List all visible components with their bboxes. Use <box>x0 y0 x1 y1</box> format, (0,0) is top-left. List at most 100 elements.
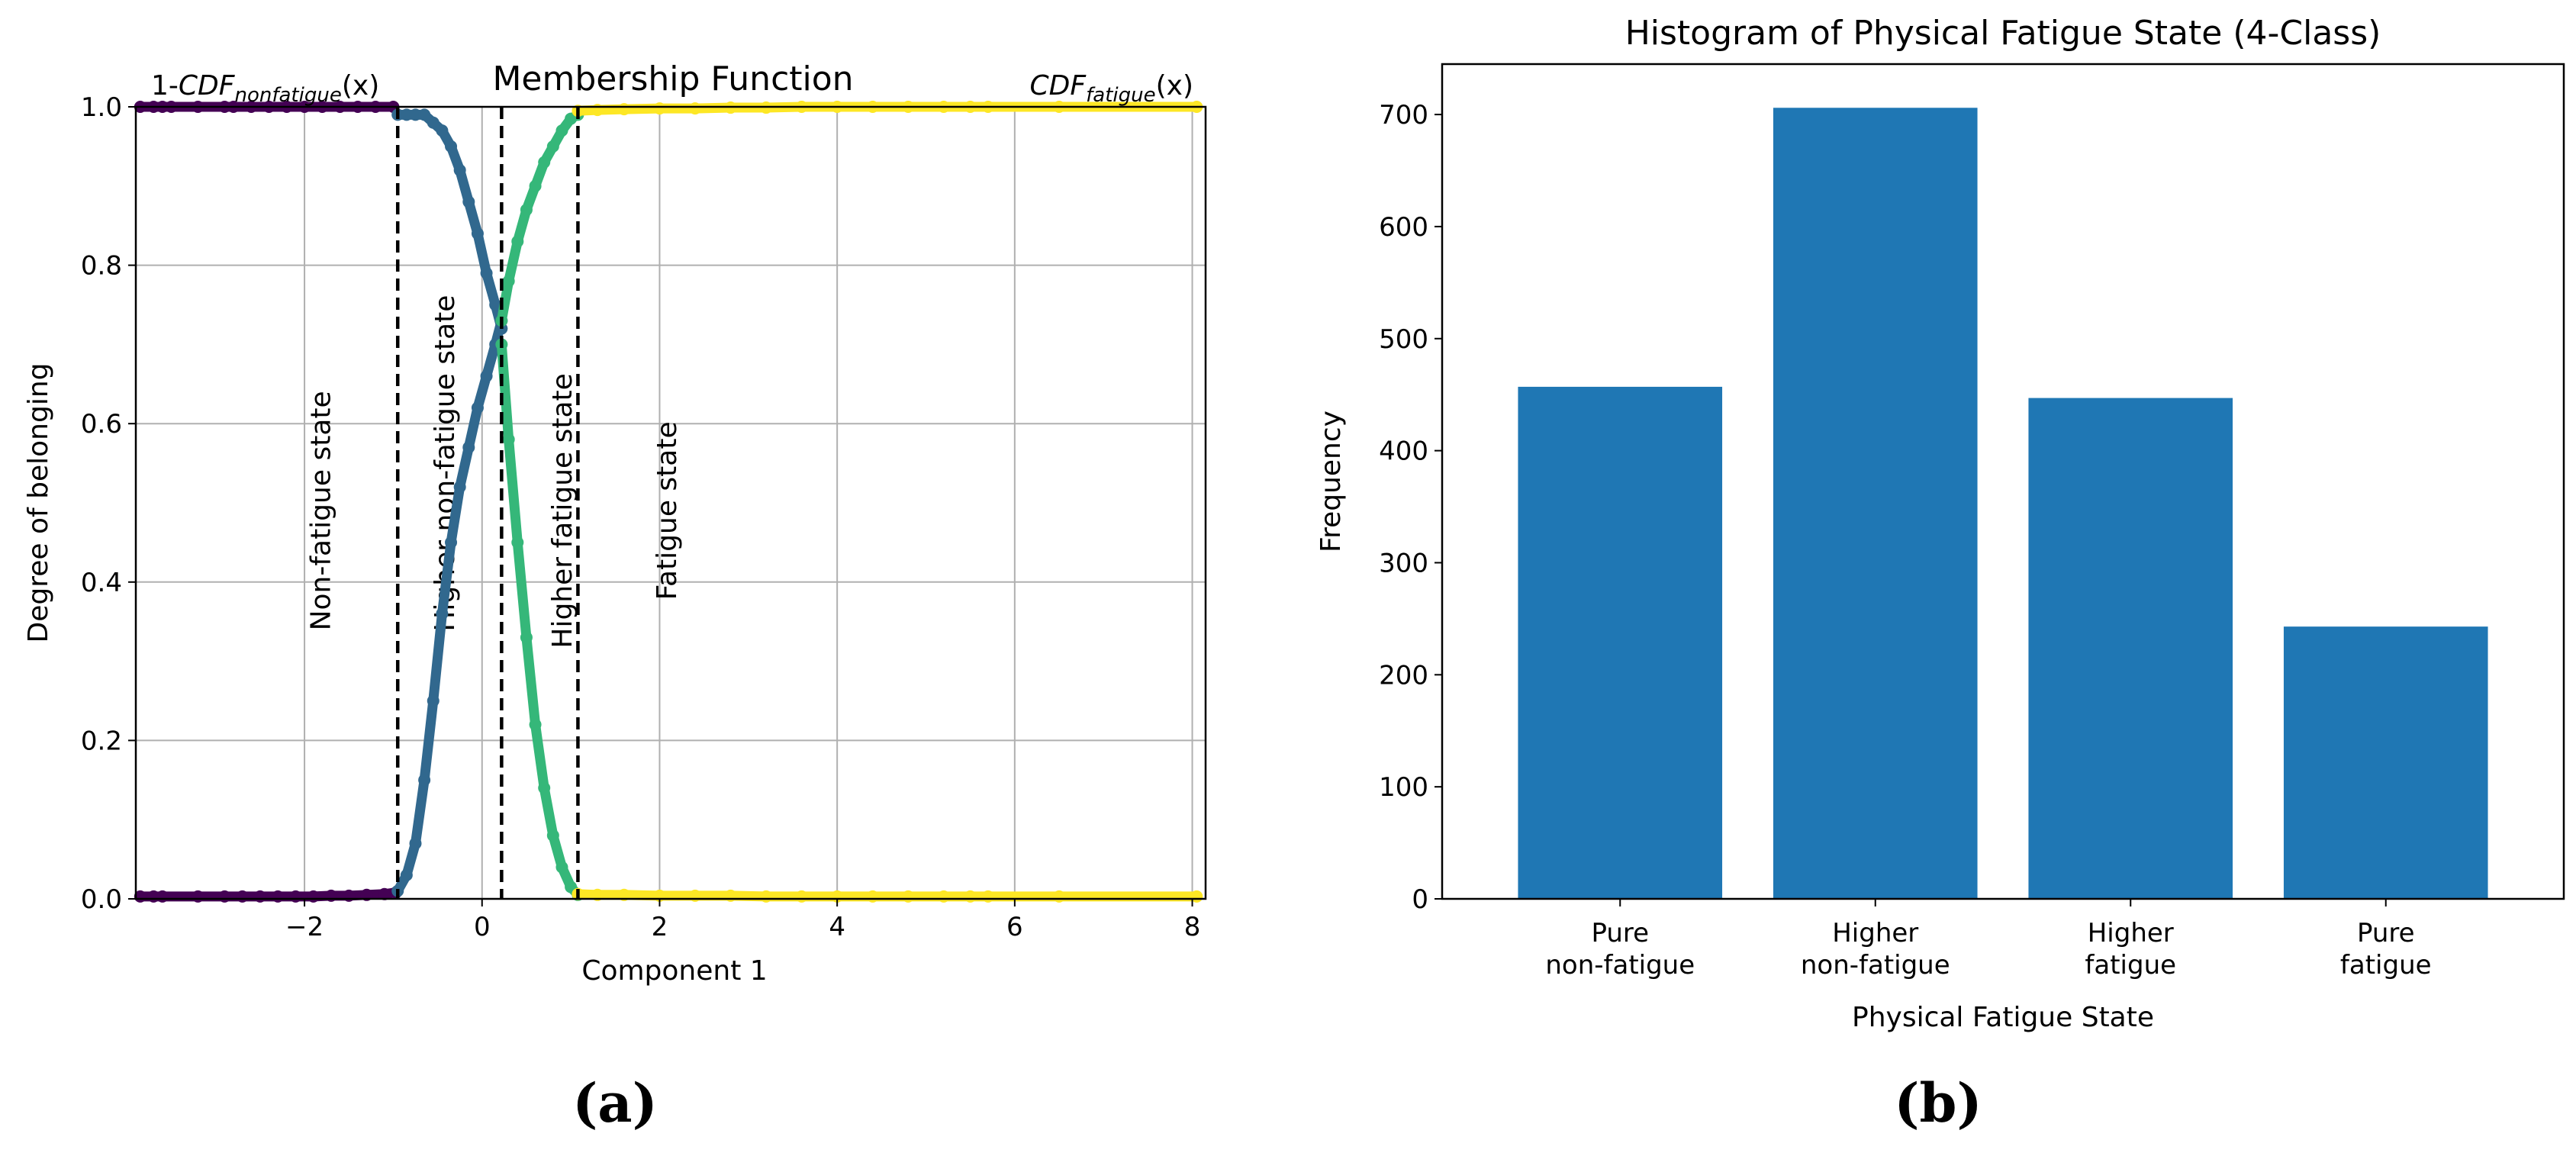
data-point <box>445 536 458 549</box>
y-tick-label: 600 <box>1379 212 1428 243</box>
data-point <box>462 195 475 208</box>
membership-y-label: Degree of belonging <box>23 363 54 643</box>
data-point <box>591 104 604 117</box>
data-point <box>981 890 994 903</box>
histogram-y-ticks: 0 100 200 300 400 500 600 700 <box>1379 100 1442 915</box>
data-point <box>409 108 422 121</box>
membership-y-ticks: 0.0 0.2 0.4 0.6 0.8 1.0 <box>81 92 136 915</box>
x-tick-label: 6 <box>1006 912 1023 942</box>
data-point <box>400 868 413 881</box>
data-point <box>724 889 737 902</box>
y-tick-label: 700 <box>1379 100 1428 130</box>
panel-label-a: (a) <box>572 1071 658 1135</box>
data-point <box>964 890 977 903</box>
category-label: Higher non-fatigue <box>1801 918 1950 981</box>
category-label: Higher fatigue <box>2085 918 2176 981</box>
data-point <box>192 890 204 903</box>
region-label: Higher fatigue state <box>547 373 578 648</box>
category-label: Pure fatigue <box>2340 918 2432 981</box>
data-point <box>427 116 440 129</box>
data-point <box>436 124 449 137</box>
data-point <box>427 694 440 707</box>
histogram-panel: 0 100 200 300 400 500 600 700 Pure non-fatigue Hi… <box>1315 14 2565 1033</box>
data-point <box>236 890 249 903</box>
data-point <box>653 102 666 115</box>
data-point <box>511 235 524 248</box>
data-point <box>272 890 285 903</box>
x-tick-label: 4 <box>829 912 845 942</box>
data-point <box>502 275 515 288</box>
x-tick-label: 0 <box>474 912 491 942</box>
data-point <box>529 179 542 192</box>
data-point <box>937 890 950 903</box>
y-tick-label: 300 <box>1379 548 1428 578</box>
membership-curve <box>572 889 1202 902</box>
histogram-x-label: Physical Fatigue State <box>1852 1002 2154 1033</box>
data-point <box>538 156 551 169</box>
region-label: Non-fatigue state <box>305 391 336 630</box>
y-tick-label: 200 <box>1379 660 1428 691</box>
data-point <box>471 227 484 240</box>
data-point <box>400 108 413 121</box>
y-tick-label: 1.0 <box>81 92 122 123</box>
membership-curve <box>496 109 583 326</box>
region-labels: Non-fatigue state Higher non-fatigue stat… <box>305 295 683 649</box>
y-tick-label: 500 <box>1379 324 1428 355</box>
data-point <box>409 837 422 850</box>
threshold-lines <box>395 107 580 899</box>
data-point <box>688 889 701 902</box>
histogram-bar <box>1518 386 1723 900</box>
x-tick-label: 2 <box>652 912 668 942</box>
x-tick-label: −2 <box>285 912 324 942</box>
data-point <box>546 829 559 842</box>
data-point <box>453 164 466 177</box>
data-point <box>555 861 568 874</box>
x-tick-label: 8 <box>1184 912 1201 942</box>
y-tick-label: 0.0 <box>81 884 122 915</box>
histogram-plot-frame <box>1441 63 2565 900</box>
histogram-bar <box>1773 108 1978 900</box>
data-point <box>1053 890 1066 903</box>
region-label: Fatigue state <box>652 421 683 600</box>
data-point <box>218 890 231 903</box>
data-point <box>538 781 551 794</box>
data-point <box>760 890 773 903</box>
membership-curve <box>496 339 583 900</box>
membership-function-panel: Non-fatigue state Higher non-fatigue stat… <box>23 60 1207 987</box>
data-point <box>555 124 568 137</box>
data-point <box>546 140 559 153</box>
y-tick-label: 0.2 <box>81 726 122 756</box>
y-tick-label: 0.8 <box>81 251 122 282</box>
data-point <box>688 102 701 115</box>
data-point <box>795 890 808 903</box>
data-point <box>866 890 879 903</box>
data-point <box>462 441 475 454</box>
data-point <box>471 401 484 414</box>
y-tick-label: 400 <box>1379 436 1428 467</box>
data-point <box>324 889 337 902</box>
data-point <box>489 298 502 311</box>
data-point <box>436 607 449 620</box>
histogram-x-ticks: Pure non-fatigue Higher non-fatigue Higher fa… <box>1545 899 2432 981</box>
membership-x-label: Component 1 <box>581 955 767 987</box>
histogram-y-label: Frequency <box>1315 411 1347 552</box>
data-point <box>502 433 515 446</box>
y-tick-label: 0 <box>1412 884 1428 915</box>
y-tick-label: 0.4 <box>81 568 122 598</box>
y-tick-label: 0.6 <box>81 409 122 440</box>
y-tick-label: 100 <box>1379 772 1428 803</box>
data-point <box>511 536 524 549</box>
cdf-nonfatigue-label: 1-CDFnonfatigue(x) <box>151 70 379 107</box>
data-point <box>480 266 493 279</box>
panel-label-b: (b) <box>1894 1071 1982 1135</box>
histogram-bar <box>2283 626 2488 899</box>
data-point <box>902 890 915 903</box>
data-point <box>307 890 320 903</box>
data-point <box>480 369 493 382</box>
data-point <box>156 890 169 903</box>
data-point <box>378 887 391 900</box>
data-point <box>289 890 302 903</box>
histogram-bars <box>1518 108 2488 900</box>
membership-plot-frame <box>134 105 1207 900</box>
